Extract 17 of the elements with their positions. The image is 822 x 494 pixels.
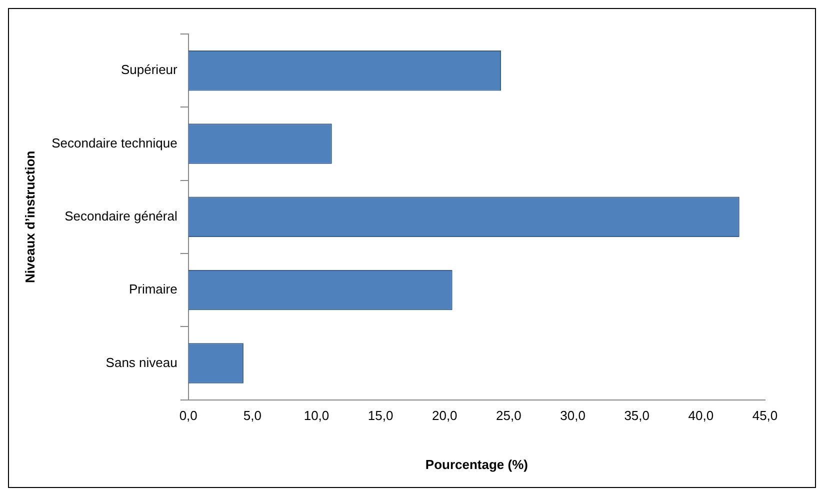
x-tick-label: 5,0 (243, 408, 262, 424)
y-tick-label: Supérieur (120, 62, 178, 78)
x-tick-label: 30,0 (560, 408, 586, 424)
x-tick-label: 40,0 (688, 408, 714, 424)
x-axis-title: Pourcentage (%) (425, 456, 528, 472)
x-tick-label: 35,0 (624, 408, 650, 424)
y-tick-label: Secondaire général (64, 208, 178, 224)
y-tick-label: Sans niveau (106, 354, 178, 370)
y-tick-label: Primaire (128, 282, 178, 297)
x-tick-label: 45,0 (752, 408, 778, 424)
x-tick-label: 20,0 (432, 408, 458, 424)
x-tick-label: 0,0 (179, 408, 198, 424)
y-tick-label: Secondaire technique (52, 135, 178, 150)
y-axis-title: Niveaux d’instruction (22, 150, 38, 283)
x-tick-label: 25,0 (496, 408, 522, 424)
x-tick-label: 10,0 (304, 408, 330, 424)
x-tick-label: 15,0 (368, 408, 394, 424)
